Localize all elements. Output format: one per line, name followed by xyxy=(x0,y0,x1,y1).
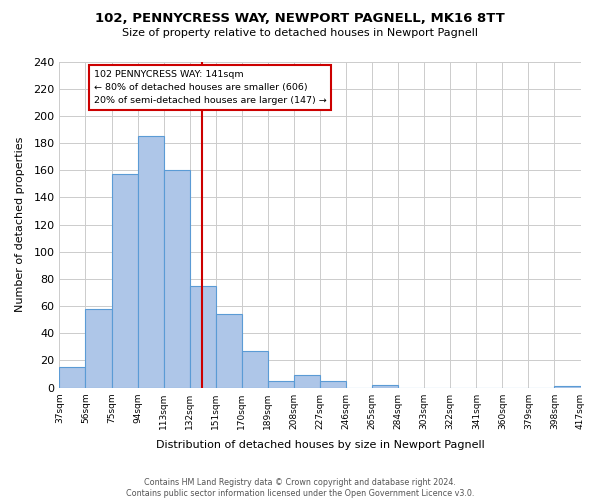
Text: Size of property relative to detached houses in Newport Pagnell: Size of property relative to detached ho… xyxy=(122,28,478,38)
Bar xyxy=(320,381,346,388)
Text: 102 PENNYCRESS WAY: 141sqm
← 80% of detached houses are smaller (606)
20% of sem: 102 PENNYCRESS WAY: 141sqm ← 80% of deta… xyxy=(94,70,326,105)
Y-axis label: Number of detached properties: Number of detached properties xyxy=(15,137,25,312)
Bar xyxy=(164,170,190,388)
Bar xyxy=(59,368,85,388)
Text: Contains HM Land Registry data © Crown copyright and database right 2024.
Contai: Contains HM Land Registry data © Crown c… xyxy=(126,478,474,498)
Bar xyxy=(190,286,216,388)
Bar xyxy=(268,381,294,388)
Bar xyxy=(554,386,581,388)
Bar xyxy=(216,314,242,388)
Bar xyxy=(372,385,398,388)
Bar xyxy=(112,174,137,388)
X-axis label: Distribution of detached houses by size in Newport Pagnell: Distribution of detached houses by size … xyxy=(155,440,484,450)
Text: 102, PENNYCRESS WAY, NEWPORT PAGNELL, MK16 8TT: 102, PENNYCRESS WAY, NEWPORT PAGNELL, MK… xyxy=(95,12,505,26)
Bar xyxy=(294,376,320,388)
Bar xyxy=(242,351,268,388)
Bar xyxy=(85,309,112,388)
Bar xyxy=(137,136,164,388)
